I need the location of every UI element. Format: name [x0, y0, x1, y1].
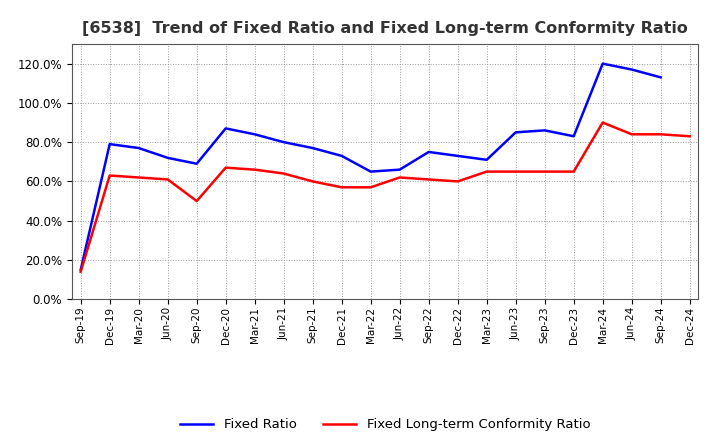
Fixed Long-term Conformity Ratio: [163, 177, 172, 182]
Fixed Ratio: [570, 134, 578, 139]
Fixed Long-term Conformity Ratio: [135, 175, 143, 180]
Fixed Long-term Conformity Ratio: [251, 167, 259, 172]
Fixed Long-term Conformity Ratio: [657, 132, 665, 137]
Fixed Long-term Conformity Ratio: [105, 173, 114, 178]
Line: Fixed Ratio: Fixed Ratio: [81, 64, 661, 270]
Fixed Ratio: [395, 167, 404, 172]
Fixed Long-term Conformity Ratio: [192, 198, 201, 204]
Fixed Ratio: [192, 161, 201, 166]
Fixed Long-term Conformity Ratio: [511, 169, 520, 174]
Fixed Long-term Conformity Ratio: [454, 179, 462, 184]
Fixed Long-term Conformity Ratio: [338, 185, 346, 190]
Fixed Ratio: [627, 67, 636, 72]
Fixed Ratio: [338, 153, 346, 158]
Fixed Ratio: [454, 153, 462, 158]
Legend: Fixed Ratio, Fixed Long-term Conformity Ratio: Fixed Ratio, Fixed Long-term Conformity …: [175, 413, 595, 436]
Title: [6538]  Trend of Fixed Ratio and Fixed Long-term Conformity Ratio: [6538] Trend of Fixed Ratio and Fixed Lo…: [82, 21, 688, 36]
Fixed Long-term Conformity Ratio: [685, 134, 694, 139]
Fixed Long-term Conformity Ratio: [308, 179, 317, 184]
Fixed Ratio: [163, 155, 172, 161]
Fixed Long-term Conformity Ratio: [221, 165, 230, 170]
Fixed Long-term Conformity Ratio: [424, 177, 433, 182]
Fixed Ratio: [482, 157, 491, 162]
Fixed Long-term Conformity Ratio: [395, 175, 404, 180]
Fixed Long-term Conformity Ratio: [541, 169, 549, 174]
Line: Fixed Long-term Conformity Ratio: Fixed Long-term Conformity Ratio: [81, 122, 690, 272]
Fixed Ratio: [657, 75, 665, 80]
Fixed Long-term Conformity Ratio: [598, 120, 607, 125]
Fixed Ratio: [541, 128, 549, 133]
Fixed Long-term Conformity Ratio: [279, 171, 288, 176]
Fixed Ratio: [251, 132, 259, 137]
Fixed Long-term Conformity Ratio: [366, 185, 375, 190]
Fixed Ratio: [105, 142, 114, 147]
Fixed Ratio: [598, 61, 607, 66]
Fixed Ratio: [279, 139, 288, 145]
Fixed Ratio: [221, 126, 230, 131]
Fixed Ratio: [76, 267, 85, 272]
Fixed Ratio: [308, 145, 317, 150]
Fixed Long-term Conformity Ratio: [570, 169, 578, 174]
Fixed Ratio: [424, 149, 433, 154]
Fixed Long-term Conformity Ratio: [482, 169, 491, 174]
Fixed Ratio: [366, 169, 375, 174]
Fixed Ratio: [135, 145, 143, 150]
Fixed Long-term Conformity Ratio: [76, 269, 85, 275]
Fixed Long-term Conformity Ratio: [627, 132, 636, 137]
Fixed Ratio: [511, 130, 520, 135]
